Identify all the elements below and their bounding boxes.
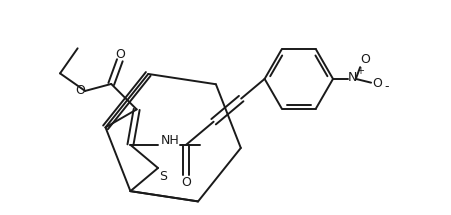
Text: -: - <box>385 80 389 93</box>
Text: O: O <box>372 77 382 90</box>
Text: S: S <box>159 169 167 183</box>
Text: N: N <box>348 71 358 84</box>
Text: O: O <box>181 176 191 189</box>
Text: +: + <box>356 66 364 76</box>
Text: O: O <box>115 48 125 61</box>
Text: O: O <box>75 84 85 97</box>
Text: NH: NH <box>161 134 179 147</box>
Text: O: O <box>360 53 370 66</box>
